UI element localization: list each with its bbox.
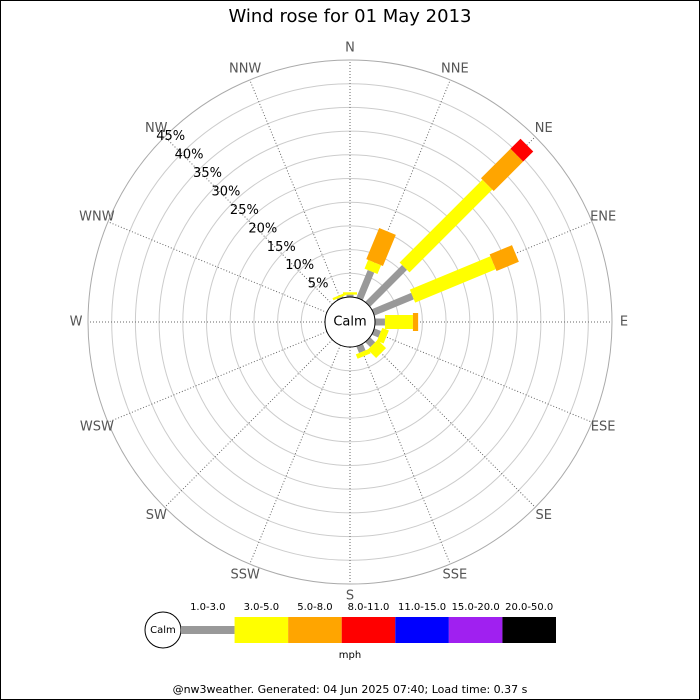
- spoke: [107, 331, 328, 423]
- direction-label: ENE: [590, 210, 616, 225]
- direction-label: WSW: [80, 419, 114, 434]
- bar-segment: [356, 343, 366, 354]
- bar-segment: [371, 328, 382, 338]
- bar-segment: [409, 256, 496, 303]
- legend-label: 5.0-8.0: [297, 602, 332, 613]
- legend-swatch: [288, 617, 342, 643]
- direction-label: SSW: [230, 568, 260, 583]
- legend-swatch: [448, 617, 503, 643]
- legend-label: 3.0-5.0: [244, 602, 279, 613]
- chart-title: Wind rose for 01 May 2013: [229, 6, 472, 27]
- bar-segment: [510, 138, 534, 162]
- ring-label: 25%: [230, 203, 259, 218]
- bar-segment: [364, 259, 382, 274]
- spoke: [164, 136, 333, 305]
- ring-label: 40%: [175, 148, 204, 163]
- bar-segment: [480, 148, 524, 192]
- footer: @nw3weather. Generated: 04 Jun 2025 07:4…: [173, 683, 528, 696]
- direction-label: NNW: [229, 61, 261, 76]
- legend-swatch: [234, 617, 289, 643]
- grid-ring: [229, 201, 471, 443]
- direction-label: SE: [536, 508, 552, 523]
- legend-label: 15.0-20.0: [452, 602, 500, 613]
- direction-label: W: [70, 315, 83, 330]
- ring-label: 20%: [248, 221, 277, 236]
- legend-label: 1.0-3.0: [190, 602, 225, 613]
- grid-ring: [253, 225, 447, 419]
- ring-label: 30%: [211, 184, 240, 199]
- calm-circle: [324, 296, 376, 348]
- legend-swatch: [502, 617, 556, 643]
- outer-ring: [87, 59, 613, 585]
- bar-segment: [365, 264, 408, 307]
- legend-label: 11.0-15.0: [398, 602, 446, 613]
- legend-label: 20.0-50.0: [505, 602, 553, 613]
- legend-calm-label: Calm: [150, 625, 176, 636]
- spoke: [249, 79, 341, 300]
- spoke: [372, 331, 593, 423]
- calm-label: Calm: [333, 315, 366, 330]
- legend-label: 8.0-11.0: [348, 602, 390, 613]
- direction-label: S: [346, 589, 354, 604]
- spoke: [359, 344, 451, 565]
- grid-ring: [277, 249, 423, 395]
- legend-swatch: [395, 617, 449, 643]
- direction-label: WNW: [79, 210, 115, 225]
- bar-segment: [371, 292, 414, 316]
- bar-segment: [356, 269, 375, 301]
- spoke: [107, 221, 328, 313]
- direction-label: NNE: [441, 61, 469, 76]
- direction-label: SSE: [442, 568, 467, 583]
- ring-label: 10%: [285, 258, 314, 273]
- bar-segment: [332, 292, 347, 301]
- bar-segment: [489, 245, 519, 272]
- spoke: [249, 344, 341, 565]
- bar-segment: [365, 337, 376, 348]
- direction-label: SW: [146, 508, 167, 523]
- legend-swatch: [181, 626, 235, 634]
- ring-label: 45%: [156, 129, 185, 144]
- direction-label: N: [345, 41, 355, 56]
- spoke: [367, 339, 536, 508]
- legend-title: mph: [339, 650, 361, 661]
- direction-label: NW: [145, 121, 168, 136]
- grid-ring: [182, 154, 518, 490]
- grid-ring: [206, 178, 494, 466]
- ring-label: 5%: [308, 277, 329, 292]
- spoke: [164, 339, 333, 508]
- bar-segment: [367, 339, 387, 359]
- ring-label: 15%: [267, 240, 296, 255]
- ring-label: 35%: [193, 166, 222, 181]
- bar-segment: [399, 179, 493, 273]
- direction-label: NE: [535, 121, 553, 136]
- bar-segment: [376, 327, 389, 344]
- legend-swatch: [341, 617, 396, 643]
- direction-label: ESE: [591, 419, 616, 434]
- bar-segment: [355, 348, 371, 359]
- bar-segment: [366, 228, 396, 266]
- direction-label: E: [620, 315, 628, 330]
